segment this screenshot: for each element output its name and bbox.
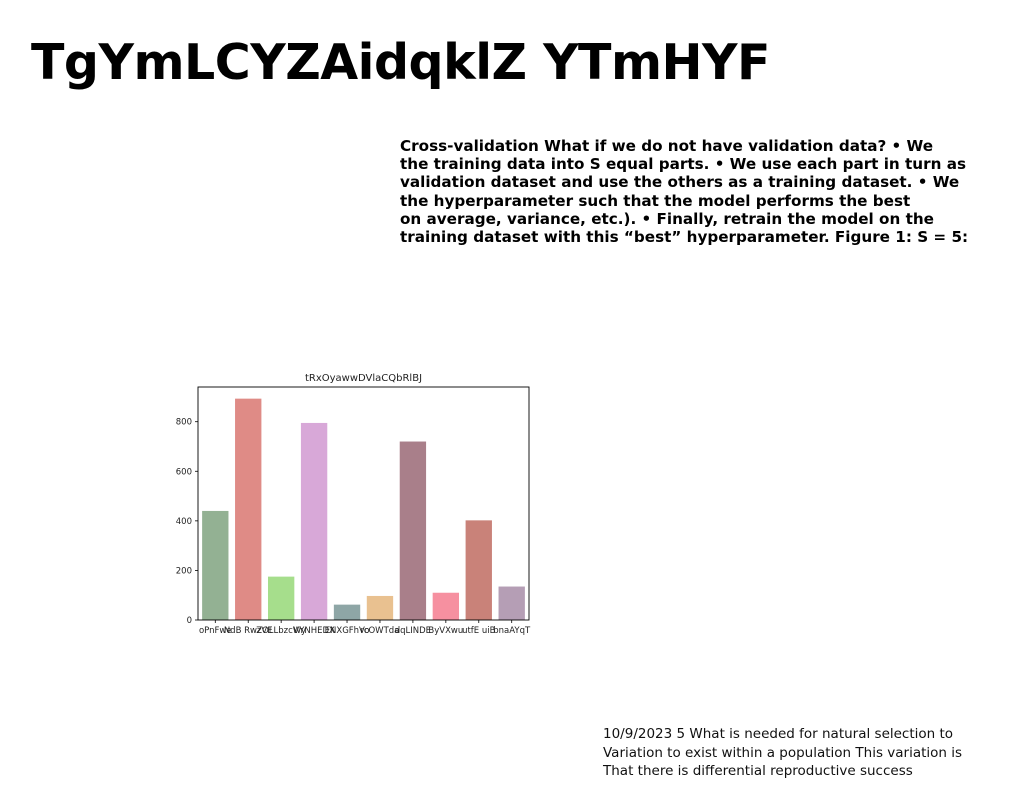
chart-bar <box>432 592 460 620</box>
chart-bar <box>300 422 328 620</box>
y-tick-label: 400 <box>176 517 192 527</box>
x-tick-label: oPnFwe <box>199 626 232 636</box>
chart-bar <box>465 520 492 620</box>
y-tick-label: 0 <box>187 616 192 626</box>
chart-bar <box>267 576 295 620</box>
x-tick-label: ByVXwu <box>428 626 463 636</box>
y-tick-label: 200 <box>176 566 192 576</box>
chart-bar <box>498 586 525 620</box>
chart-bar <box>202 510 229 620</box>
footer-line: Variation to exist within a population T… <box>603 744 963 761</box>
x-tick-label: rcOWTda <box>361 626 400 636</box>
x-tick-label: ENXGFhVo <box>325 626 370 636</box>
slide-title: TgYmLCYZAidqklZ YTmHYF <box>31 34 771 91</box>
chart-bar <box>333 604 361 620</box>
plot-frame <box>197 386 530 621</box>
body-line: validation dataset and use the others as… <box>400 173 960 192</box>
body-text-block: Cross-validation What if we do not have … <box>400 137 1000 246</box>
body-line: Cross-validation What if we do not have … <box>400 137 934 155</box>
y-tick-label: 800 <box>176 418 192 428</box>
body-line: the training data into S equal parts. • … <box>400 155 966 174</box>
chart-bar <box>235 398 262 620</box>
chart-title: tRxOyawwDVlaCQbRlBJ <box>305 373 422 384</box>
footer-line: That there is differential reproductive … <box>603 763 913 779</box>
x-tick-label: utfE uiB <box>462 626 496 636</box>
x-tick-label: ZOLLbzcWy <box>256 626 306 636</box>
footer-line: 10/9/2023 5 What is needed for natural s… <box>603 726 954 742</box>
x-tick-label: dqLINDE <box>395 626 431 636</box>
body-line: the hyperparameter such that the model p… <box>400 191 911 210</box>
bar-chart: tRxOyawwDVlaCQbRlBJ oPnFwe NdB RwzVE ZOLLbz… <box>165 365 545 654</box>
chart-bar <box>366 595 394 620</box>
body-line: training dataset with this “best” hyperp… <box>400 228 969 247</box>
footer-text-block: 10/9/2023 5 What is needed for natural s… <box>603 725 962 781</box>
x-tick-label: bnaAYqT <box>493 626 531 636</box>
body-line: on average, variance, etc.). • Finally, … <box>400 209 934 228</box>
x-tick-label: VYNHEDX <box>293 626 335 636</box>
x-tick-label: NdB RwzVE <box>224 626 273 636</box>
y-tick-label: 600 <box>176 467 192 477</box>
chart-bar <box>399 441 427 620</box>
